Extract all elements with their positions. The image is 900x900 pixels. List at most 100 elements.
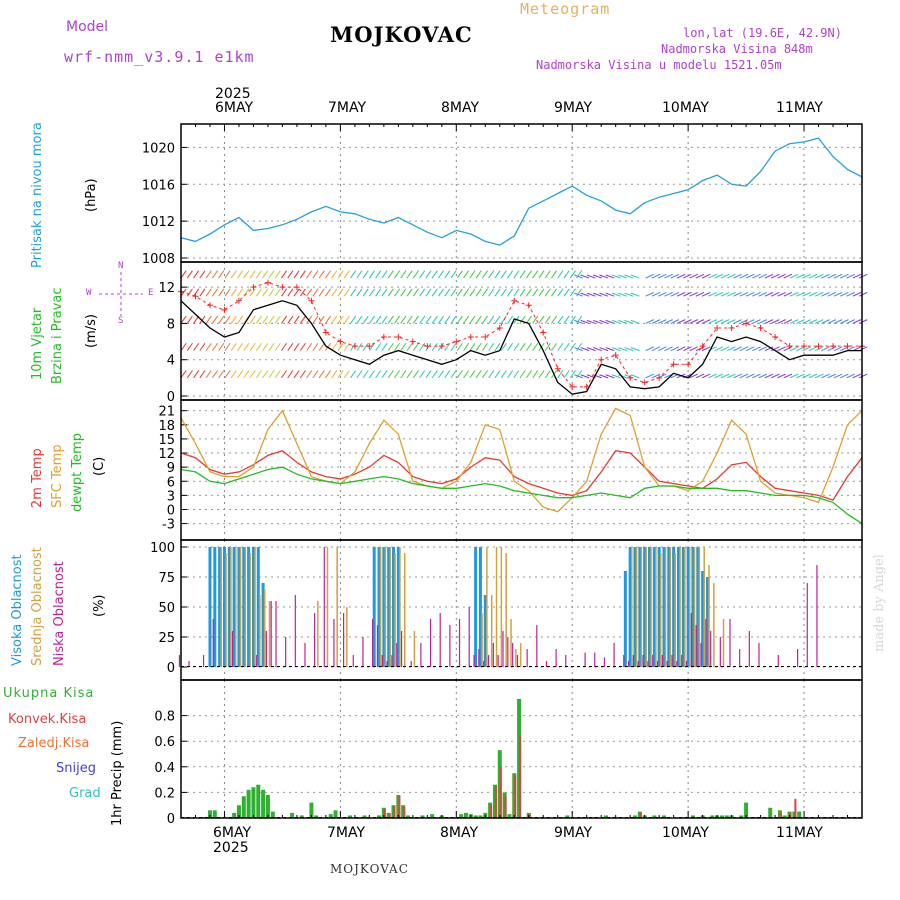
wind-barb	[574, 274, 584, 279]
bar-cloud-srednja-oblacnost	[404, 553, 406, 667]
wind-barb	[808, 346, 818, 352]
bar-cloud-niska-oblacnost	[681, 655, 683, 667]
wind-barb	[777, 273, 786, 279]
bar-cloud-visoka-oblacnost	[247, 547, 251, 667]
wind-barb	[362, 288, 369, 297]
wind-barb	[268, 315, 275, 324]
bar-cloud-niska-oblacnost	[512, 643, 514, 667]
wind-barb	[431, 270, 438, 279]
wind-barb	[664, 346, 673, 352]
wind-barb	[438, 342, 444, 351]
gust-marker	[235, 297, 242, 304]
bar-precipitation-ukupna-kisa	[241, 796, 246, 818]
panel-frame-precipitation	[180, 679, 863, 819]
wind-barb	[425, 270, 432, 279]
wind-barb	[630, 292, 640, 297]
gust-marker	[264, 279, 271, 286]
wind-barb	[599, 319, 609, 324]
wind-barb	[331, 342, 338, 351]
wind-barb	[444, 370, 451, 379]
gust-marker	[337, 338, 344, 345]
wind-barb	[406, 370, 413, 379]
bar-cloud-visoka-oblacnost	[256, 547, 260, 667]
bar-cloud-visoka-oblacnost	[672, 547, 676, 667]
wind-barb	[676, 273, 686, 279]
bar-cloud-visoka-oblacnost	[213, 547, 217, 667]
bar-cloud-niska-oblacnost	[719, 637, 721, 667]
wind-barb	[475, 342, 482, 351]
wind-barb	[299, 270, 306, 279]
wind-barb	[463, 288, 470, 297]
gust-marker	[206, 302, 213, 309]
wind-barb	[670, 346, 680, 352]
bar-cloud-srednja-oblacnost	[664, 547, 667, 667]
gust-marker	[627, 374, 634, 381]
bar-cloud-niska-oblacnost	[584, 652, 586, 667]
bar-cloud-niska-oblacnost	[555, 649, 557, 667]
wind-barb	[513, 370, 520, 379]
wind-barb	[444, 342, 451, 351]
wind-barb	[796, 373, 805, 379]
bar-cloud-niska-oblacnost	[285, 637, 287, 667]
bar-cloud-srednja-oblacnost	[510, 619, 512, 667]
wind-barb	[714, 273, 724, 279]
wind-barb	[205, 315, 212, 324]
wind-barb	[494, 315, 501, 324]
wind-barb	[218, 315, 225, 324]
wind-barb	[814, 319, 824, 324]
wind-barb	[456, 270, 463, 279]
wind-barb	[186, 315, 193, 324]
wind-barb	[255, 315, 262, 324]
wind-barb	[802, 346, 811, 352]
wind-barb	[580, 347, 590, 352]
bar-cloud-visoka-oblacnost	[667, 547, 671, 667]
bar-cloud-niska-oblacnost	[652, 655, 654, 667]
wind-barb	[469, 370, 476, 379]
ytick-label-pressure: 1016	[142, 178, 175, 193]
wind-barb	[299, 342, 306, 351]
wind-barb	[450, 315, 457, 324]
bar-precipitation-ukupna-kisa	[782, 815, 787, 818]
wind-barb	[796, 319, 805, 324]
wind-barb	[739, 373, 749, 379]
wind-barb	[802, 373, 811, 379]
wind-barb	[624, 374, 634, 379]
wind-barb	[350, 315, 357, 324]
wind-barb	[281, 342, 288, 351]
wind-barb	[281, 270, 288, 279]
bar-cloud-srednja-oblacnost	[254, 547, 256, 667]
bar-cloud-srednja-oblacnost	[259, 595, 261, 667]
wind-barb	[758, 273, 768, 279]
ytick-label-cloud: 25	[158, 631, 175, 646]
bar-cloud-srednja-oblacnost	[230, 547, 232, 667]
bar-cloud-visoka-oblacnost	[705, 577, 709, 667]
wind-barb	[605, 274, 615, 279]
series-wind-speed	[180, 300, 862, 395]
ytick-label-wind: 4	[167, 354, 175, 369]
wind-barb	[500, 270, 507, 279]
bar-cloud-visoka-oblacnost	[218, 547, 222, 667]
wind-barb	[846, 291, 855, 297]
bar-cloud-srednja-oblacnost	[684, 547, 686, 667]
wind-barb	[538, 315, 545, 324]
wind-barb	[249, 270, 256, 279]
bar-precipitation-ukupna-kisa	[739, 815, 744, 818]
bar-cloud-niska-oblacnost	[690, 613, 692, 667]
wind-barb	[444, 288, 451, 297]
ytick-label-temperature: 9	[167, 461, 175, 476]
wind-barb	[419, 288, 426, 297]
wind-barb	[695, 373, 705, 379]
wind-barb	[808, 273, 818, 279]
wind-barb	[224, 288, 231, 297]
wind-barb	[337, 270, 344, 279]
wind-barb	[551, 288, 558, 297]
bar-cloud-niska-oblacnost	[656, 661, 659, 667]
wind-barb	[538, 270, 545, 279]
ytick-label-precipitation: 0.2	[154, 786, 175, 801]
wind-barb	[249, 315, 256, 324]
wind-barb	[605, 347, 615, 352]
wind-barb	[431, 288, 438, 297]
wind-barb	[727, 273, 736, 279]
wind-barb	[419, 270, 426, 279]
wind-barb	[551, 315, 558, 324]
